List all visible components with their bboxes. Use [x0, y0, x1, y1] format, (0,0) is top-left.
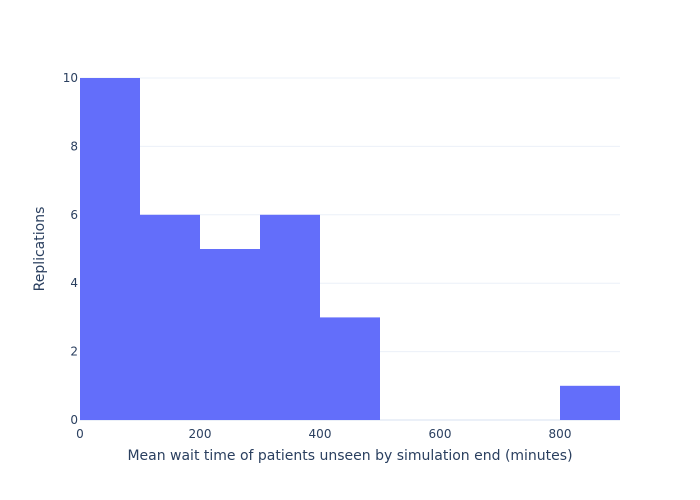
y-tick-label: 10 — [63, 71, 78, 85]
y-tick-label: 4 — [70, 276, 78, 290]
x-axis-title: Mean wait time of patients unseen by sim… — [127, 448, 572, 464]
y-tick-label: 0 — [70, 413, 78, 427]
x-tick-label: 200 — [189, 427, 212, 441]
histogram-bar — [200, 249, 260, 420]
x-tick-label: 800 — [549, 427, 572, 441]
histogram-bar — [140, 214, 200, 420]
x-tick-label: 600 — [429, 427, 452, 441]
histogram-bar — [320, 317, 380, 420]
bars — [80, 78, 620, 420]
x-tick-label: 400 — [309, 427, 332, 441]
histogram-bar — [80, 78, 140, 420]
y-tick-label: 6 — [70, 208, 78, 222]
y-axis-title: Replications — [32, 207, 48, 292]
y-tick-label: 8 — [70, 139, 78, 153]
y-tick-label: 2 — [70, 345, 78, 359]
histogram-bar — [260, 214, 320, 420]
histogram-bar — [560, 385, 620, 420]
x-tick-label: 0 — [76, 427, 84, 441]
tick-labels: 0 2 4 6 8 10 0 200 400 600 800 — [63, 71, 572, 441]
